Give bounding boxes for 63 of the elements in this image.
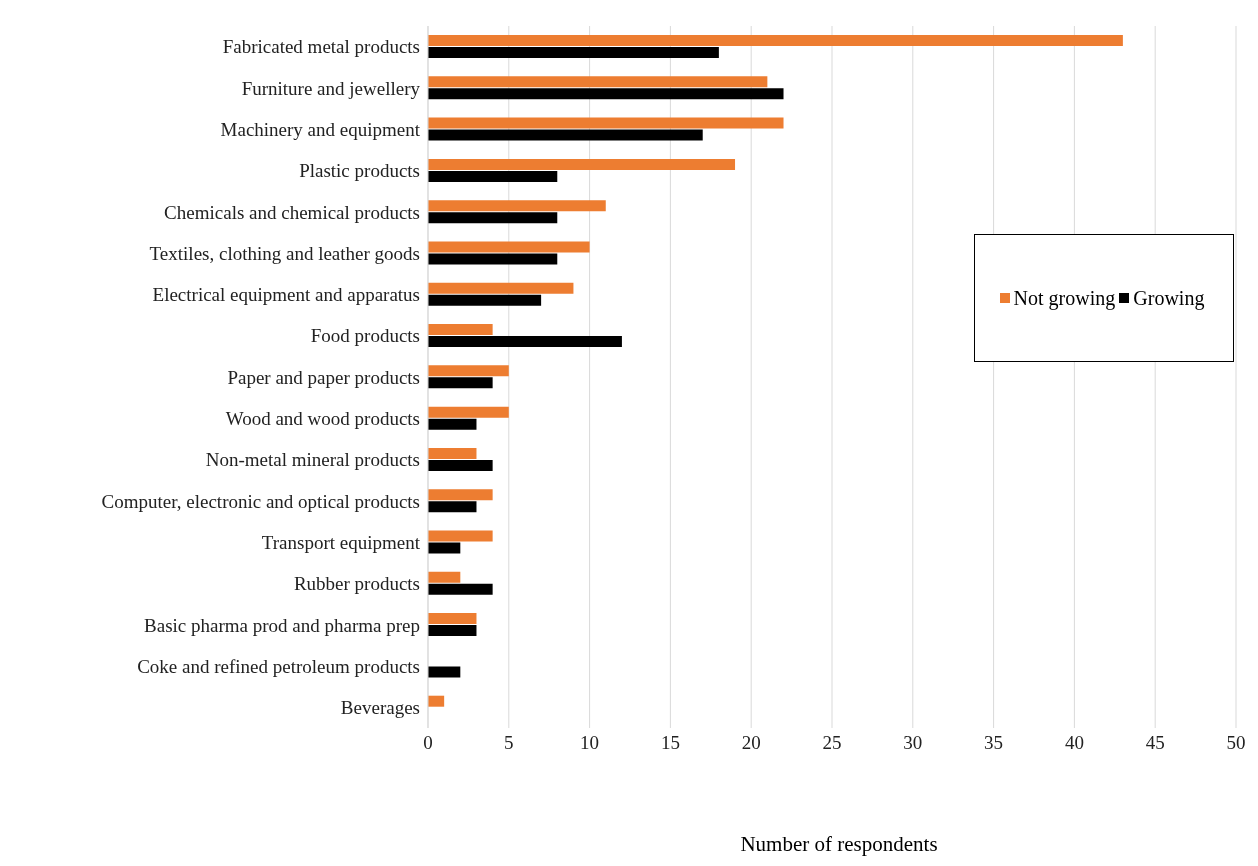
bar <box>428 530 493 542</box>
y-tick-label: Basic pharma prod and pharma prep <box>144 614 420 636</box>
x-tick-label: 40 <box>1064 732 1084 754</box>
x-tick-label: 50 <box>1226 732 1246 754</box>
x-tick-label: 35 <box>984 732 1004 754</box>
bar <box>428 294 542 306</box>
bar <box>428 47 719 58</box>
bar <box>428 377 493 389</box>
bar <box>428 625 477 637</box>
bar <box>428 695 445 707</box>
y-tick-label: Paper and paper products <box>227 366 420 388</box>
y-tick-label: Transport equipment <box>261 531 421 553</box>
y-tick-label: Textiles, clothing and leather goods <box>149 242 420 264</box>
bar <box>428 583 493 595</box>
bar <box>428 170 558 182</box>
x-tick-label: 30 <box>903 732 923 754</box>
bar <box>428 212 558 224</box>
y-tick-label: Plastic products <box>299 160 420 182</box>
x-tick-label: 20 <box>741 732 761 754</box>
bar <box>428 365 509 377</box>
bar <box>428 158 736 170</box>
bar <box>428 447 477 459</box>
bar <box>428 200 606 212</box>
bar <box>428 253 558 265</box>
x-tick-label: 45 <box>1145 732 1165 754</box>
y-tick-label: Non-metal mineral products <box>205 449 420 471</box>
y-tick-label: Coke and refined petroleum products <box>137 655 420 677</box>
bar <box>428 501 477 513</box>
y-tick-label: Chemicals and chemical products <box>164 201 420 223</box>
y-tick-label: Fabricated metal products <box>222 36 420 58</box>
y-tick-label: Furniture and jewellery <box>241 77 421 99</box>
bar <box>428 418 477 430</box>
x-axis-title: Number of respondents <box>739 832 939 857</box>
legend-label: Growing <box>1132 286 1205 310</box>
bar <box>428 129 703 141</box>
x-tick-label: 5 <box>504 732 514 754</box>
x-tick-label: 10 <box>580 732 600 754</box>
x-tick-label: 25 <box>822 732 842 754</box>
y-tick-label: Food products <box>310 325 420 347</box>
bar <box>428 76 768 88</box>
bar <box>428 459 493 471</box>
x-tick-label: 0 <box>423 732 433 754</box>
bar <box>428 117 784 129</box>
bar <box>428 241 590 253</box>
x-tick-label: 15 <box>660 732 680 754</box>
bar <box>428 542 461 554</box>
bar <box>428 336 622 348</box>
legend-label: Not growing <box>1012 286 1116 310</box>
bar <box>428 613 477 625</box>
bar <box>428 35 1123 46</box>
bar <box>428 88 784 100</box>
y-tick-label: Electrical equipment and apparatus <box>152 284 420 306</box>
y-tick-label: Machinery and equipment <box>220 118 421 140</box>
y-tick-label: Computer, electronic and optical products <box>101 490 420 512</box>
bar <box>428 666 461 678</box>
bar <box>428 489 493 501</box>
y-tick-label: Rubber products <box>293 573 420 595</box>
bar <box>428 571 461 583</box>
bar <box>428 406 509 418</box>
y-tick-label: Wood and wood products <box>225 408 420 430</box>
y-tick-label: Beverages <box>340 697 420 719</box>
bar <box>428 324 493 336</box>
bar <box>428 282 574 294</box>
